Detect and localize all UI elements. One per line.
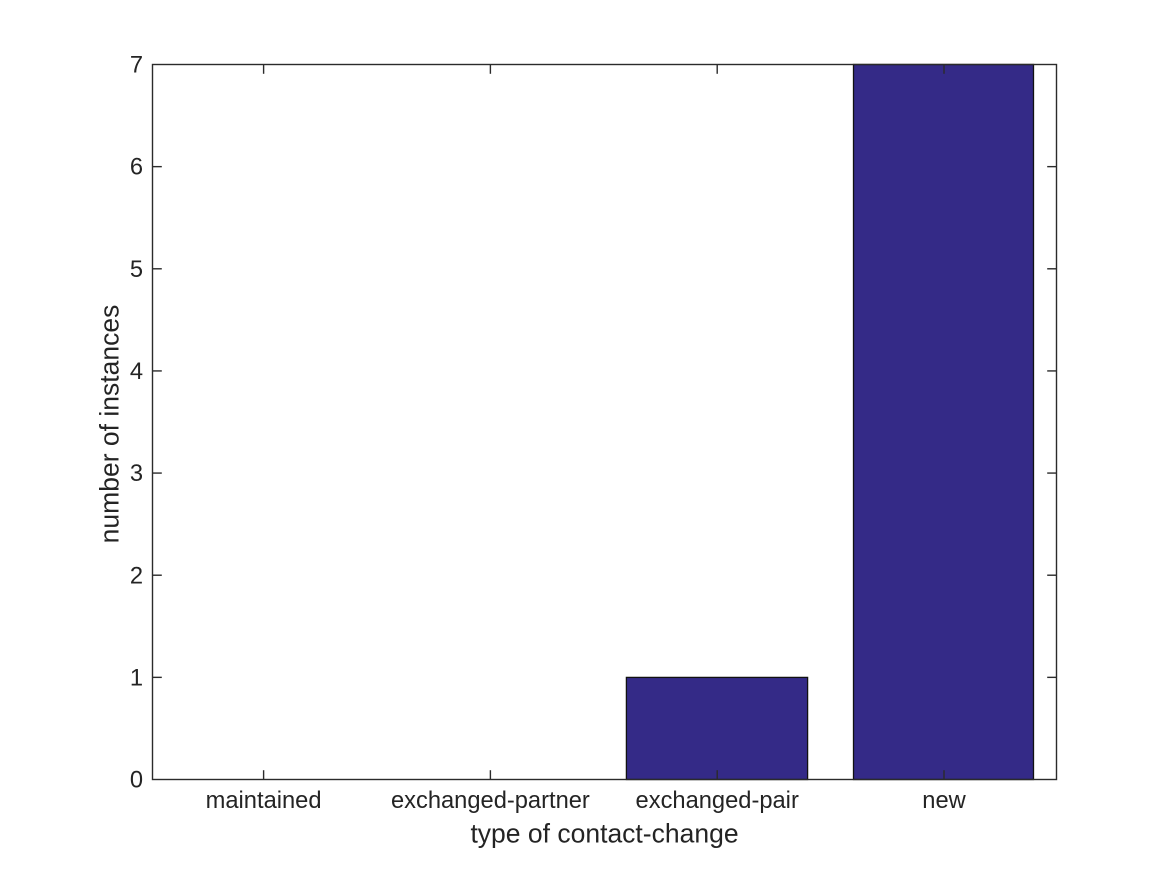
svg-text:7: 7 bbox=[130, 53, 143, 79]
svg-text:exchanged-pair: exchanged-pair bbox=[636, 788, 799, 814]
svg-text:type of contact-change: type of contact-change bbox=[470, 819, 738, 849]
svg-text:number of instances: number of instances bbox=[94, 305, 124, 544]
svg-text:1: 1 bbox=[130, 666, 143, 692]
svg-text:new: new bbox=[922, 788, 966, 814]
svg-text:6: 6 bbox=[130, 155, 143, 181]
svg-text:2: 2 bbox=[130, 563, 143, 589]
svg-text:maintained: maintained bbox=[206, 788, 322, 814]
svg-text:5: 5 bbox=[130, 257, 143, 283]
svg-text:exchanged-partner: exchanged-partner bbox=[391, 788, 590, 814]
svg-text:4: 4 bbox=[130, 359, 143, 385]
svg-text:3: 3 bbox=[130, 461, 143, 487]
svg-text:0: 0 bbox=[130, 768, 143, 794]
